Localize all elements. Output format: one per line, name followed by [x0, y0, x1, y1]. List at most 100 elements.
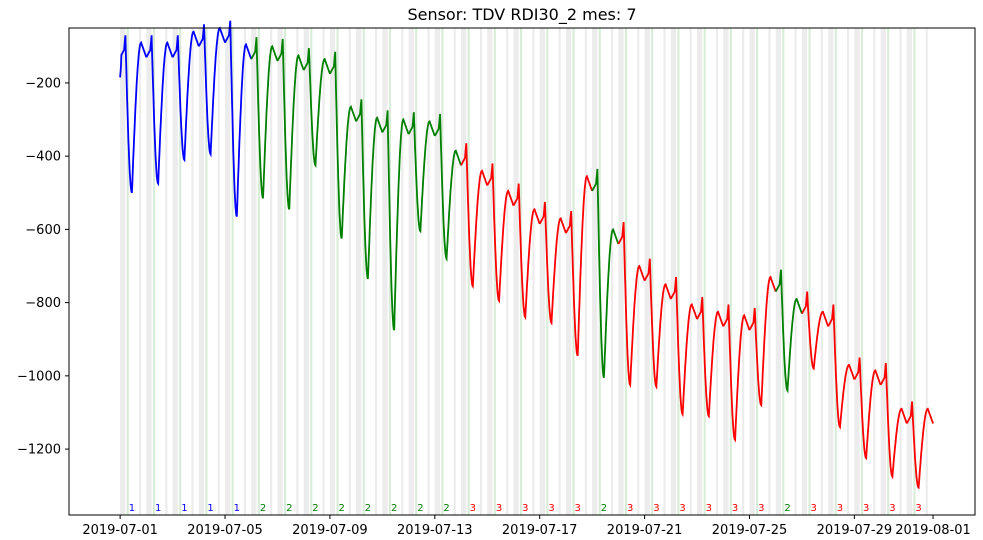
night-band	[375, 28, 378, 515]
day-band	[834, 28, 837, 515]
night-band	[558, 28, 561, 515]
segment-labels: 1 1 1 1 1 2 2 2 2 2 2 2 2 3 3 3 3 3 2 3 3 3 3 3 3 2 3 3 3 3 3	[129, 503, 922, 514]
night-band	[120, 28, 126, 515]
day-band	[257, 28, 260, 515]
series-line	[329, 51, 357, 239]
night-band	[225, 28, 231, 515]
series-line	[250, 37, 279, 199]
night-band	[434, 28, 441, 515]
series-line	[407, 112, 436, 234]
night-band	[408, 28, 414, 515]
night-band	[925, 28, 928, 515]
segment-label: 2	[339, 503, 345, 514]
y-tick-label: −800	[25, 296, 61, 311]
x-tick-label: 2019-07-01	[82, 523, 158, 538]
night-band	[243, 28, 247, 515]
segment-label: 3	[627, 503, 633, 514]
day-band	[860, 28, 864, 515]
segment-label: 2	[365, 503, 371, 514]
segment-label: 3	[679, 503, 685, 514]
series-line	[224, 20, 253, 217]
series-line	[302, 48, 331, 169]
series-line	[381, 110, 410, 331]
night-band	[715, 28, 719, 515]
segment-label: 2	[391, 503, 397, 514]
series-line	[486, 163, 515, 304]
series-line	[801, 291, 830, 371]
segment-label: 2	[417, 503, 423, 514]
segment-label: 3	[732, 503, 738, 514]
series-line	[748, 275, 777, 408]
segment-label: 3	[470, 503, 476, 514]
x-tick-label: 2019-07-13	[397, 523, 473, 538]
segment-label: 3	[522, 503, 528, 514]
night-band	[506, 28, 509, 515]
day-band	[782, 28, 785, 515]
night-band	[296, 28, 299, 515]
night-band	[820, 28, 823, 515]
night-band	[618, 28, 624, 515]
night-band	[828, 28, 834, 515]
day-band	[362, 28, 365, 515]
day-band	[205, 28, 208, 515]
night-band	[348, 28, 351, 515]
night-band	[899, 28, 902, 515]
night-band	[217, 28, 220, 515]
series-line	[591, 168, 620, 378]
day-band	[415, 28, 418, 515]
series-line	[774, 269, 803, 394]
night-band	[611, 28, 614, 515]
day-band	[887, 28, 890, 515]
day-band	[179, 28, 182, 515]
segment-label: 1	[155, 503, 161, 514]
series-line	[197, 24, 226, 158]
x-tick-label: 2019-07-17	[502, 523, 578, 538]
night-band	[172, 28, 178, 515]
series-line	[355, 99, 384, 280]
day-band	[493, 28, 496, 515]
day-band	[624, 28, 628, 515]
series-line	[145, 35, 174, 187]
day-band	[677, 28, 680, 515]
day-band	[336, 28, 339, 515]
segment-label: 3	[575, 503, 581, 514]
day-band	[808, 28, 811, 515]
series-line	[433, 113, 462, 263]
night-band	[453, 28, 456, 515]
day-band	[467, 28, 470, 515]
night-band	[663, 28, 666, 515]
series-line	[827, 304, 856, 430]
night-band	[165, 28, 168, 515]
night-band	[251, 28, 257, 515]
day-band	[152, 28, 156, 515]
segment-label: 3	[915, 503, 921, 514]
series-line	[670, 276, 698, 418]
segment-label: 3	[889, 503, 895, 514]
night-band	[139, 28, 142, 515]
y-tick-label: −600	[25, 223, 61, 238]
segment-label: 3	[811, 503, 817, 514]
segment-label: 3	[758, 503, 764, 514]
series-line	[538, 201, 567, 326]
night-band	[749, 28, 755, 515]
night-band	[270, 28, 273, 515]
series-line	[565, 174, 593, 357]
series-line	[119, 35, 148, 194]
segment-label: 2	[286, 503, 292, 514]
night-band	[768, 28, 771, 515]
series-line	[171, 30, 200, 163]
night-band	[723, 28, 729, 515]
segment-label: 1	[129, 503, 135, 514]
day-bands	[120, 28, 928, 515]
day-band	[231, 28, 234, 515]
series-line	[879, 362, 908, 480]
day-band	[388, 28, 392, 515]
night-band	[329, 28, 336, 515]
night-band	[401, 28, 404, 515]
day-band	[913, 28, 916, 515]
x-tick-label: 2019-08-01	[895, 523, 971, 538]
night-band	[775, 28, 781, 515]
day-band	[703, 28, 706, 515]
day-band	[284, 28, 287, 515]
